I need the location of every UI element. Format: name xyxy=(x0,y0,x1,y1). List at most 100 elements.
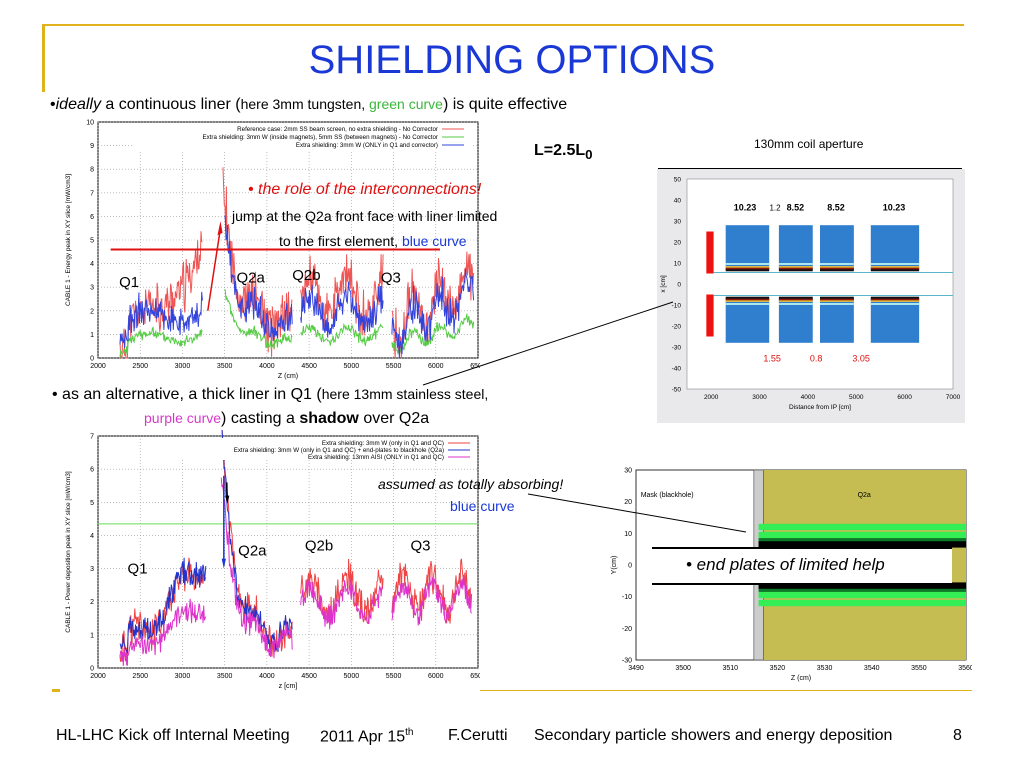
geom-tas-upper xyxy=(706,231,714,274)
end-plates-text: • end plates of limited help xyxy=(686,555,885,574)
plot2-magnet-label-q2b: Q2b xyxy=(305,537,333,554)
plot1-y-tick: 4 xyxy=(90,261,94,268)
geom-magnet-upper xyxy=(870,225,920,270)
magnet-layout-svg: 2000 3000 4000 5000 6000 7000 50 40 30 20 10 0 -10 -2… xyxy=(660,177,961,412)
coil-aperture-underline xyxy=(658,168,962,169)
L-label: L=2.5L0 xyxy=(534,142,593,162)
plot1-y-tick: 6 xyxy=(90,214,94,221)
geom-x-tick: 6000 xyxy=(897,394,912,401)
plot2-purple-segment-3 xyxy=(391,574,472,626)
plot1-blue-segment-1 xyxy=(224,215,293,341)
geom-y-tick: 20 xyxy=(674,240,682,247)
plot1-y-tick: 1 xyxy=(90,332,94,339)
plot1-blue-segment-3 xyxy=(391,269,475,359)
left-accent-rule xyxy=(42,26,45,92)
plot1-legend-entry: Extra shielding: 3mm W (inside magnets),… xyxy=(202,134,438,141)
geom-gap-label: 3.05 xyxy=(852,354,870,364)
zoom-layer-lower xyxy=(758,591,966,599)
plot1-red-segment-2 xyxy=(300,254,384,336)
plot2-y-tick: 7 xyxy=(90,434,94,441)
footer-topic: Secondary particle showers and energy de… xyxy=(534,727,893,744)
geom-x-tick: 5000 xyxy=(849,394,864,401)
plot1-y-tick: 3 xyxy=(90,285,94,292)
plot1-x-tick: 5000 xyxy=(344,363,360,370)
geom-y-tick: 40 xyxy=(674,198,682,205)
zoom-x-tick: 3540 xyxy=(864,665,880,672)
zoom-layer-upper xyxy=(758,538,966,543)
bullet-alternative-line2: purple curve) casting a shadow over Q2a xyxy=(144,410,429,428)
jump-text-line2: to the first element, blue curve xyxy=(279,233,467,249)
bullet-dot: • xyxy=(50,96,56,113)
zoom-y-tick: 0 xyxy=(628,563,632,570)
plot2-x-tick: 5500 xyxy=(386,673,402,680)
geom-magnet-upper xyxy=(725,225,770,270)
plot1-magnet-label-q3: Q3 xyxy=(381,269,401,286)
plot2-x-label: z [cm] xyxy=(279,683,298,690)
bullet2-line2d: over Q2a xyxy=(358,410,430,427)
zoom-y-tick: -10 xyxy=(622,594,632,601)
footer-date-sup: th xyxy=(405,727,414,738)
bullet2-line2b: ) casting a xyxy=(221,410,300,427)
plot1-red-segment-0 xyxy=(119,231,203,359)
geom-coil-layer-lower xyxy=(725,298,770,301)
top-accent-rule xyxy=(42,24,964,26)
plot1-red-segment-1 xyxy=(222,167,293,357)
plot1-x-tick: 2500 xyxy=(132,363,148,370)
zoom-layer-lower xyxy=(758,599,966,607)
power-deposition-plot: 2000 2500 3000 3500 4000 4500 5000 5500 6000 650 0… xyxy=(60,409,486,692)
geom-coil-layer-upper xyxy=(725,269,770,272)
energy-peak-plot: 2000250030003500400045005000550060006500… xyxy=(60,116,486,380)
zoom-y-tick: 30 xyxy=(624,468,632,475)
plot1-y-tick: 2 xyxy=(90,308,94,315)
bottom-accent-rule xyxy=(52,690,972,691)
bottom-accent-mark-left xyxy=(52,689,62,692)
geom-x-tick: 7000 xyxy=(946,394,961,401)
role-of-interconnections: • the role of the interconnections! xyxy=(248,181,482,198)
geom-coil-layer-lower xyxy=(870,303,920,305)
bullet2-line1a: • as an alternative, a thick liner in Q1… xyxy=(52,386,322,403)
zoom-x-tick: 3560 xyxy=(958,665,972,672)
geom-y-tick: 0 xyxy=(677,282,681,289)
zoom-layer-upper xyxy=(758,531,966,539)
zoom-mask-label: Mask (blackhole) xyxy=(641,492,694,499)
plot1-arrow-shaft xyxy=(207,228,222,311)
plot2-y-label: CABLE 1 - Power deposition peak in XY sl… xyxy=(65,471,72,633)
bullet-alternative: • as an alternative, a thick liner in Q1… xyxy=(52,386,488,404)
geom-frame xyxy=(686,178,954,390)
footer-meeting: HL-LHC Kick off Internal Meeting xyxy=(56,727,290,744)
geom-x-tick: 2000 xyxy=(704,394,719,401)
plot2-x-tick: 4500 xyxy=(301,673,317,680)
geom-gap-label: 1.55 xyxy=(763,354,781,364)
plot2-x-tick: 5000 xyxy=(344,673,360,680)
zoom-x-tick: 3530 xyxy=(817,665,833,672)
plot1-legend-entry: Reference case: 2mm SS beam screen, no e… xyxy=(237,126,438,133)
magnet-layout-plot: 2000 3000 4000 5000 6000 7000 50 40 30 20 10 0 -10 -2… xyxy=(657,169,965,423)
geom-coil-layer-upper xyxy=(870,267,920,270)
geom-coil-layer-lower xyxy=(820,298,854,301)
geom-tas-lower xyxy=(706,294,714,337)
zoom-y-tick: 10 xyxy=(624,531,632,538)
jump-text-line1: jump at the Q2a front face with liner li… xyxy=(232,208,498,224)
geom-coil-layer-upper xyxy=(725,263,770,265)
geom-coil-layer-upper xyxy=(820,263,854,265)
geom-y-tick: 10 xyxy=(674,261,682,268)
plot1-blue-segment-0 xyxy=(119,291,203,349)
green-curve-label: green curve xyxy=(369,96,443,112)
plot1-x-tick: 3500 xyxy=(217,363,233,370)
plot2-magnet-label-q3: Q3 xyxy=(410,537,430,554)
plot2-legend-entry: Extra shielding: 3mm W (only in Q1 and Q… xyxy=(322,440,444,447)
blue-curve-label-1: blue curve xyxy=(401,233,467,249)
plot2-y-tick: 5 xyxy=(90,500,94,507)
plot1-x-tick: 3000 xyxy=(175,363,191,370)
geom-magnet-upper xyxy=(778,225,813,270)
bullet-ideally: •ideally a continuous liner (here 3mm tu… xyxy=(50,96,567,114)
geom-coil-layer-lower xyxy=(820,299,854,302)
plot2-legend-box xyxy=(154,438,472,460)
plot1-green-segment-2 xyxy=(300,322,384,347)
plot2-purple-segment-2 xyxy=(300,579,384,630)
zoom-q2a-label: Q2a xyxy=(858,492,871,499)
plot1-legend-entry: Extra shielding: 3mm W (ONLY in Q1 and c… xyxy=(296,142,438,149)
plot2-x-tick: 6000 xyxy=(428,673,444,680)
bullet1-text1: a continuous liner ( xyxy=(100,96,241,113)
